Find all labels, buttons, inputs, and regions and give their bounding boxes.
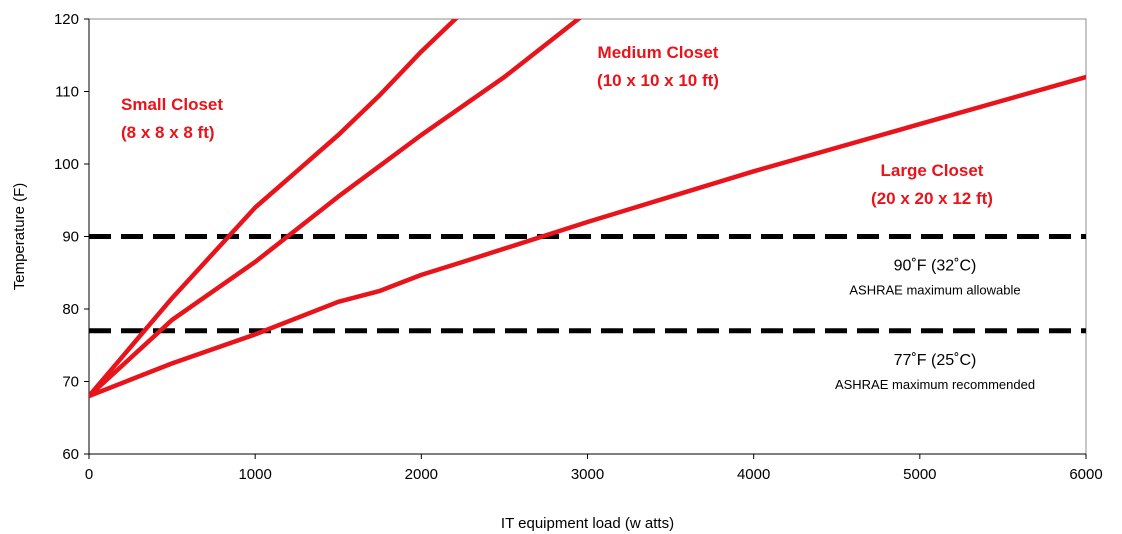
x-tick-label: 1000	[238, 466, 271, 483]
series-label: (10 x 10 x 10 ft)	[597, 71, 719, 90]
series-line-medium-closet	[89, 19, 582, 399]
y-tick-label: 80	[62, 301, 79, 318]
y-tick-label: 70	[62, 374, 79, 391]
series-line-small-closet	[89, 19, 459, 399]
reference-line-sublabel: ASHRAE maximum allowable	[849, 283, 1020, 298]
y-axis-title: Temperature (F)	[11, 183, 28, 291]
x-tick-label: 2000	[405, 466, 438, 483]
y-tick-label: 60	[62, 446, 79, 463]
series-label: Small Closet	[121, 95, 223, 114]
reference-line-label: 77˚F (25˚C)	[894, 352, 977, 369]
y-tick-label: 100	[54, 156, 79, 173]
x-axis-title: IT equipment load (w atts)	[501, 515, 674, 532]
x-tick-label: 6000	[1069, 466, 1102, 483]
series-label: (8 x 8 x 8 ft)	[121, 123, 215, 142]
y-tick-label: 90	[62, 229, 79, 246]
reference-line-sublabel: ASHRAE maximum recommended	[835, 377, 1035, 392]
series-label: Large Closet	[881, 161, 984, 180]
y-tick-label: 110	[55, 84, 79, 101]
reference-line-label: 90˚F (32˚C)	[894, 258, 977, 275]
x-tick-label: 5000	[903, 466, 936, 483]
y-tick-label: 120	[54, 11, 79, 28]
series-label: (20 x 20 x 12 ft)	[871, 189, 993, 208]
series-line-large-closet	[89, 74, 1086, 399]
series-label: Medium Closet	[598, 43, 719, 62]
x-tick-label: 4000	[737, 466, 770, 483]
x-tick-label: 3000	[571, 466, 604, 483]
x-tick-label: 0	[85, 466, 93, 483]
